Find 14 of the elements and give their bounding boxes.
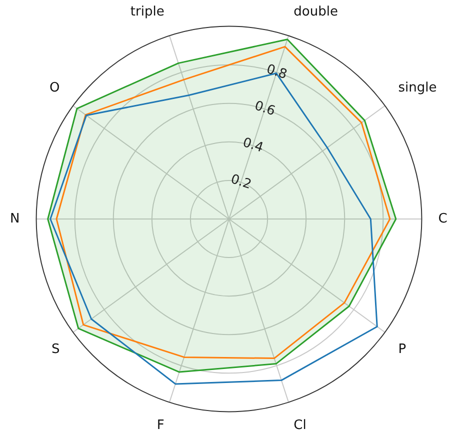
spoke-label: N	[10, 211, 20, 226]
spoke-label: O	[50, 80, 60, 96]
y-tick-label: 0.8	[264, 62, 289, 83]
spoke-label: double	[294, 4, 338, 20]
spoke-label: P	[398, 342, 406, 358]
y-tick-label: 0.2	[228, 172, 254, 193]
spoke-label: S	[51, 342, 60, 358]
y-tick-label: 0.4	[240, 135, 265, 156]
spoke-label: single	[398, 80, 437, 96]
spoke-label: Cl	[294, 418, 306, 434]
spoke-label: F	[156, 418, 164, 434]
spoke-label: triple	[130, 4, 164, 20]
spoke-label: C	[438, 211, 448, 226]
y-tick-label: 0.6	[252, 98, 277, 120]
